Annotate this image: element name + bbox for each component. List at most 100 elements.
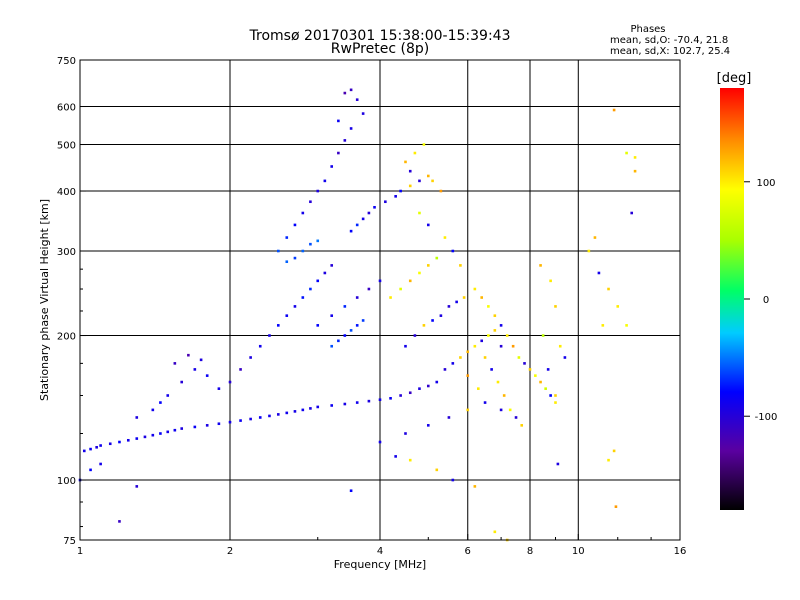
data-point <box>228 420 232 424</box>
data-point <box>239 419 242 422</box>
data-point <box>466 374 470 377</box>
data-point <box>587 249 591 253</box>
data-point <box>361 217 365 221</box>
data-point <box>355 223 359 227</box>
data-point <box>268 414 271 418</box>
data-point <box>499 344 503 348</box>
data-point <box>217 422 221 426</box>
data-point <box>493 530 497 534</box>
data-point <box>394 195 397 198</box>
data-point <box>316 279 320 283</box>
data-point <box>404 344 407 348</box>
data-point <box>539 264 542 267</box>
data-point <box>349 489 353 493</box>
data-point <box>435 256 439 260</box>
data-point <box>151 433 155 437</box>
data-point <box>293 223 297 227</box>
y-tick-label: 600 <box>57 103 76 114</box>
data-point <box>330 264 334 267</box>
data-point <box>89 447 92 451</box>
data-point <box>455 300 458 304</box>
colorbar-ticks: 100 0 -100 <box>744 178 777 423</box>
data-point <box>180 427 184 430</box>
colorbar-tick-label: 100 <box>756 178 775 189</box>
data-point <box>556 462 560 466</box>
data-point <box>228 380 232 384</box>
data-point <box>431 179 434 183</box>
data-point <box>439 314 443 317</box>
data-point <box>487 334 490 337</box>
data-point <box>301 211 305 215</box>
phases-stats-o: mean, sd,O: -70.4, 21.8 <box>610 35 728 46</box>
data-point <box>607 287 610 291</box>
data-point <box>462 296 466 299</box>
y-axis-label: Stationary phase Virtual Height [km] <box>38 199 51 401</box>
data-point <box>330 344 334 348</box>
data-point <box>539 380 542 384</box>
data-point <box>293 305 297 308</box>
data-point <box>316 324 320 327</box>
data-point <box>480 339 484 343</box>
chart-title: Tromsø 20170301 15:38:00-15:39:43 <box>249 28 511 44</box>
data-point <box>330 165 334 168</box>
data-point <box>180 380 184 384</box>
data-point <box>166 394 170 397</box>
data-point <box>330 314 334 317</box>
phase-colorbar <box>720 88 744 510</box>
data-point <box>554 401 557 404</box>
data-point <box>477 387 480 390</box>
data-point <box>426 174 430 178</box>
data-point <box>135 416 139 419</box>
data-point <box>343 334 347 337</box>
y-tick-label: 200 <box>57 332 76 343</box>
x-tick-label: 16 <box>674 546 687 557</box>
data-point <box>199 358 203 362</box>
data-point <box>309 200 312 204</box>
data-point <box>355 296 359 299</box>
data-point <box>349 229 353 233</box>
data-point <box>316 189 320 193</box>
data-point <box>249 356 252 359</box>
data-point <box>309 287 312 291</box>
data-point <box>343 139 347 142</box>
data-point <box>443 368 447 371</box>
data-point <box>408 458 412 462</box>
data-point <box>378 279 382 283</box>
data-point <box>301 408 305 412</box>
x-tick-label: 4 <box>377 546 383 557</box>
data-point <box>89 468 92 472</box>
plot-grid <box>80 60 680 540</box>
y-tick-label: 750 <box>57 56 76 67</box>
data-point <box>166 430 170 434</box>
data-point <box>511 344 515 348</box>
data-point <box>625 324 628 327</box>
data-point <box>330 404 334 407</box>
data-point <box>487 305 490 308</box>
x-tick-label: 1 <box>77 546 83 557</box>
data-point <box>193 368 197 371</box>
data-point <box>135 437 139 440</box>
data-point <box>426 384 430 388</box>
data-point <box>447 305 451 308</box>
data-point <box>493 329 497 332</box>
data-point <box>630 211 634 215</box>
data-point <box>258 344 262 348</box>
data-point <box>541 334 545 337</box>
data-point <box>173 362 177 365</box>
data-point <box>404 160 407 164</box>
data-point <box>323 271 327 275</box>
data-point <box>451 362 455 365</box>
data-point <box>337 151 340 155</box>
data-point <box>285 260 289 264</box>
data-point <box>422 143 426 146</box>
data-points <box>78 88 637 542</box>
data-point <box>293 410 297 413</box>
data-point <box>435 380 439 384</box>
data-point <box>418 179 421 183</box>
data-point <box>520 424 524 427</box>
data-point <box>276 249 280 253</box>
data-point <box>367 399 371 403</box>
data-point <box>187 353 190 357</box>
data-point <box>361 319 365 322</box>
